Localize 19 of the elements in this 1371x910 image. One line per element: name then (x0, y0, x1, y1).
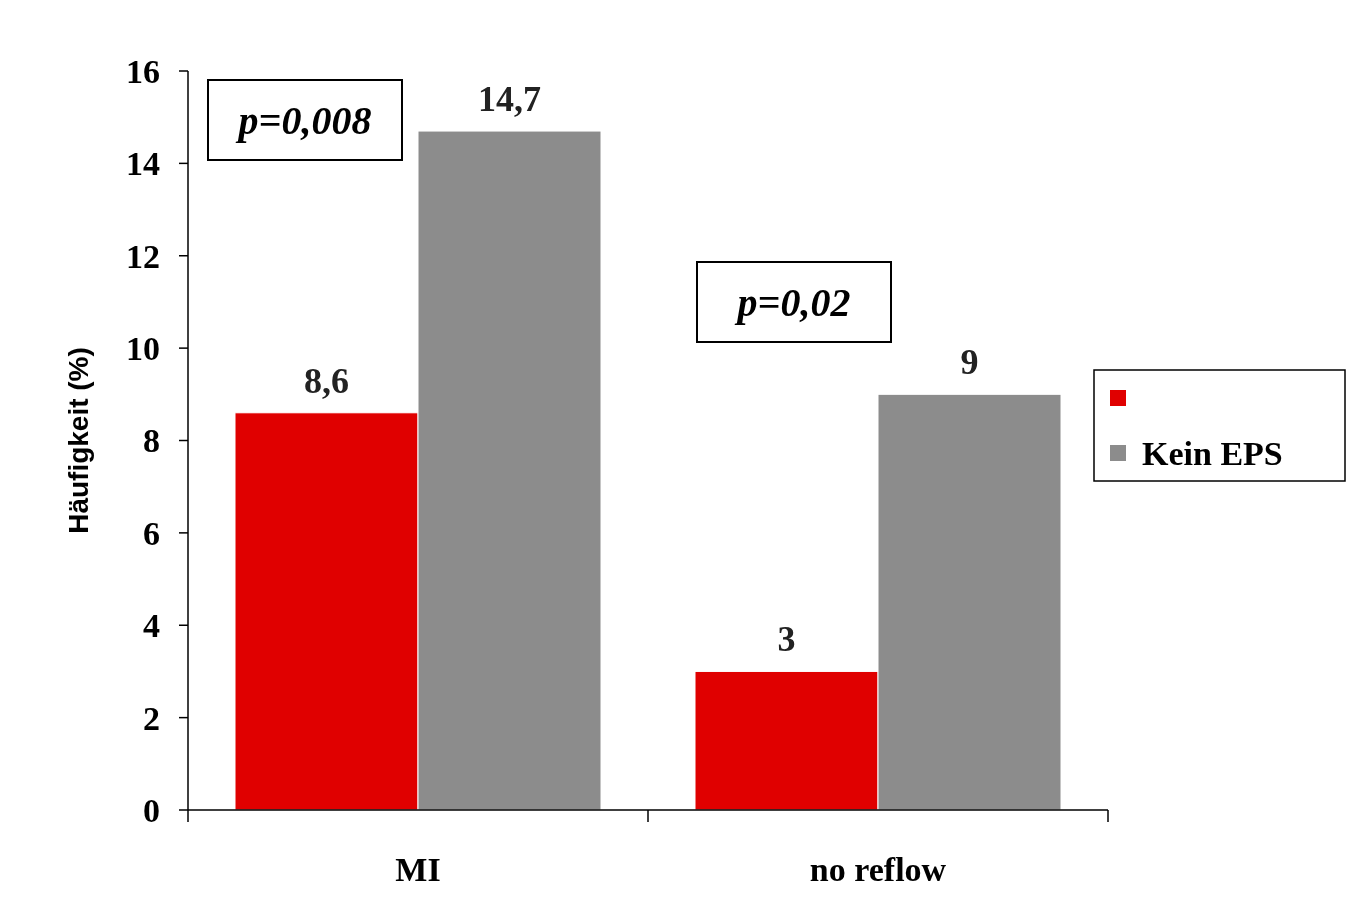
data-label: 8,6 (304, 360, 349, 401)
y-tick-label: 0 (143, 791, 160, 829)
annotation: p=0,02 (734, 280, 851, 325)
x-tick-label: MI (395, 851, 441, 888)
y-tick-label: 10 (126, 330, 160, 368)
data-label: 14,7 (478, 79, 541, 120)
annotation: p=0,008 (235, 98, 372, 143)
x-tick-label: no reflow (809, 851, 947, 888)
legend-label: Kein EPS (1142, 434, 1283, 472)
y-tick-label: 2 (143, 699, 160, 737)
y-tick-label: 8 (143, 422, 160, 460)
data-label: 9 (960, 342, 979, 383)
y-tick-label: 14 (126, 145, 160, 183)
y-tick-label: 6 (143, 514, 160, 552)
y-axis-title: Häufigkeit (%) (63, 347, 94, 534)
data-label: 3 (777, 619, 796, 660)
y-tick-label: 12 (126, 237, 160, 275)
y-tick-label: 4 (143, 607, 160, 645)
y-tick-label: 16 (126, 52, 160, 90)
